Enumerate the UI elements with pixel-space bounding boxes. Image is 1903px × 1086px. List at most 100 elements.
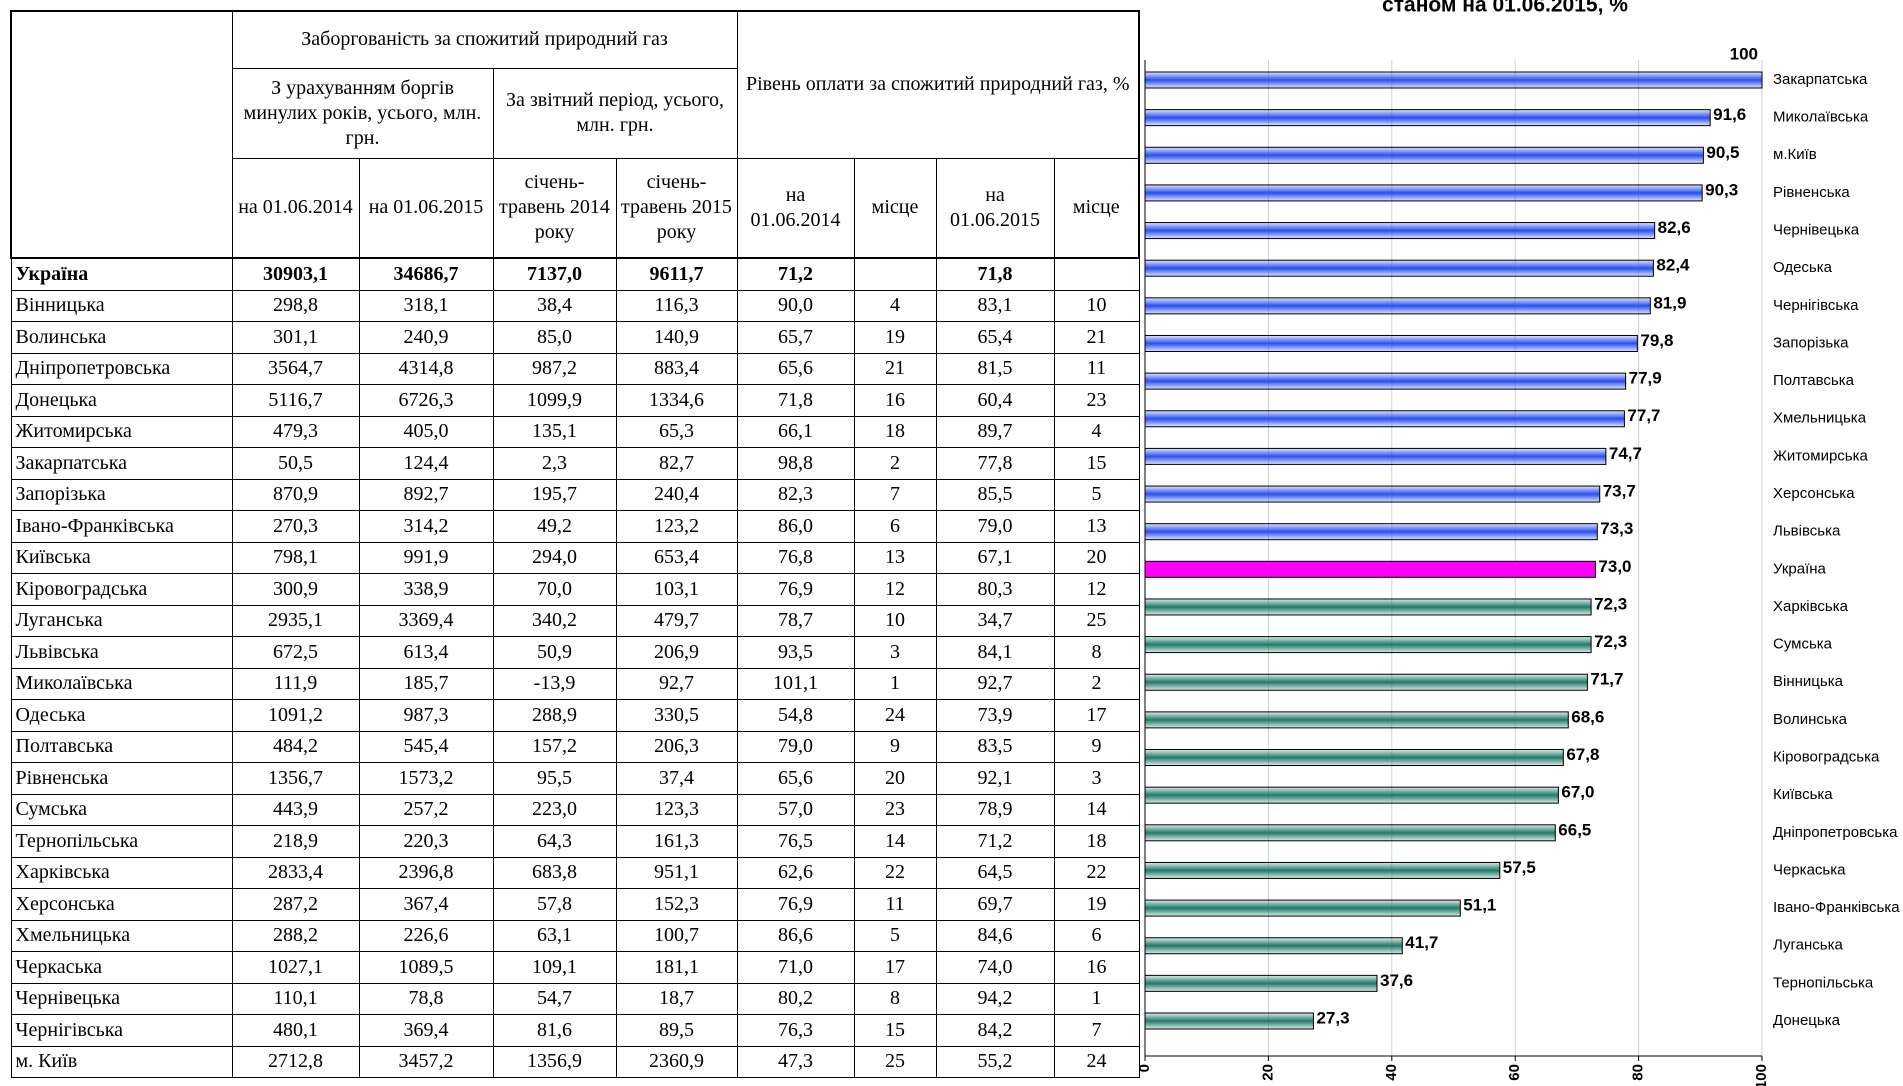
cell: 12 (1053, 573, 1140, 606)
category-label: Запорізька (1773, 334, 1849, 351)
value-label: 90,3 (1705, 180, 1738, 199)
cell: 318,1 (358, 289, 494, 322)
row: Чернігівська 480,1 369,4 81,6 89,5 76,3 15 84,2… (10, 1014, 1140, 1047)
row: Хмельницька 288,2 226,6 63,1 100,7 86,6 5 84,6 6 (10, 919, 1140, 952)
cell: 123,3 (615, 793, 738, 826)
cell: 60,4 (935, 384, 1055, 417)
category-label: Чернігівська (1773, 297, 1859, 314)
cell: 65,6 (736, 352, 855, 385)
cell: 226,6 (358, 919, 494, 952)
cell: 65,3 (615, 415, 738, 448)
cell: 951,1 (615, 856, 738, 889)
value-label: 27,3 (1316, 1008, 1349, 1027)
cell: 3369,4 (358, 604, 494, 637)
cell: 3 (1053, 762, 1140, 795)
row: Одеська 1091,2 987,3 288,9 330,5 54,8 24 73,9 17 (10, 699, 1140, 732)
subheader: на 01.06.2014 (231, 157, 360, 259)
cell: 672,5 (231, 636, 360, 669)
cell: Сумська (10, 793, 233, 826)
bar (1144, 334, 1638, 352)
category-label: Тернопільська (1773, 974, 1874, 991)
cell: 79,0 (736, 730, 855, 763)
cell: Одеська (10, 699, 233, 732)
cell: 116,3 (615, 289, 738, 322)
cell: Львівська (10, 636, 233, 669)
cell: 16 (853, 384, 937, 417)
bar (1144, 636, 1592, 654)
category-label: Чернівецька (1773, 222, 1860, 239)
cell: 89,7 (935, 415, 1055, 448)
cell: 124,4 (358, 447, 494, 480)
cell: 54,7 (492, 982, 617, 1015)
subheader: на 01.06.2014 (736, 157, 855, 259)
cell: 47,3 (736, 1045, 855, 1078)
row: Вінницька 298,8 318,1 38,4 116,3 90,0 4 83,1 10 (10, 289, 1140, 322)
row: Чернівецька 110,1 78,8 54,7 18,7 80,2 8 94,2 1 (10, 982, 1140, 1015)
x-tick-label: 20 (1259, 1064, 1276, 1081)
cell: Кіровоградська (10, 573, 233, 606)
cell: Миколаївська (10, 667, 233, 700)
row: Полтавська 484,2 545,4 157,2 206,3 79,0 9 83,5 9 (10, 730, 1140, 763)
cell: 89,5 (615, 1014, 738, 1047)
bar (1144, 1012, 1314, 1030)
cell: 4 (1053, 415, 1140, 448)
cell: 9 (1053, 730, 1140, 763)
value-label: 82,4 (1656, 256, 1690, 275)
cell: 1334,6 (615, 384, 738, 417)
cell (853, 257, 937, 291)
cell: 11 (1053, 352, 1140, 385)
cell: 367,4 (358, 888, 494, 921)
cell: 71,8 (935, 257, 1055, 291)
cell: Черкаська (10, 951, 233, 984)
cell: 95,5 (492, 762, 617, 795)
cell: 71,0 (736, 951, 855, 984)
cell: Полтавська (10, 730, 233, 763)
cell: 270,3 (231, 510, 360, 543)
category-label: Закарпатська (1773, 71, 1868, 88)
header: З урахуванням боргів минулих років, усьо… (231, 67, 494, 159)
cell: 1089,5 (358, 951, 494, 984)
header: Заборгованість за спожитий природний газ (231, 10, 738, 69)
cell: 218,9 (231, 825, 360, 858)
category-label: Житомирська (1773, 447, 1869, 464)
cell: 11 (853, 888, 937, 921)
cell: 86,0 (736, 510, 855, 543)
cell: 294,0 (492, 541, 617, 574)
cell: 57,8 (492, 888, 617, 921)
cell: 23 (853, 793, 937, 826)
cell: 80,2 (736, 982, 855, 1015)
cell: 3564,7 (231, 352, 360, 385)
cell: -13,9 (492, 667, 617, 700)
row: м. Київ 2712,8 3457,2 1356,9 2360,9 47,3 25 55,… (10, 1045, 1140, 1078)
cell: 206,9 (615, 636, 738, 669)
bar (1144, 184, 1703, 202)
subheader: на 01.06.2015 (358, 157, 494, 259)
bar (1144, 109, 1711, 127)
cell: 20 (853, 762, 937, 795)
cell: Волинська (10, 321, 233, 354)
cell: 206,3 (615, 730, 738, 763)
row: Житомирська 479,3 405,0 135,1 65,3 66,1 18 89,7… (10, 415, 1140, 448)
category-label: Кіровоградська (1773, 748, 1880, 765)
row: Волинська 301,1 240,9 85,0 140,9 65,7 19 65,4 21 (10, 321, 1140, 354)
cell: 405,0 (358, 415, 494, 448)
row: Івано-Франківська 270,3 314,2 49,2 123,2 86,0… (10, 510, 1140, 543)
cell: 14 (853, 825, 937, 858)
cell: Київська (10, 541, 233, 574)
cell: 480,1 (231, 1014, 360, 1047)
cell: 81,6 (492, 1014, 617, 1047)
cell: 64,5 (935, 856, 1055, 889)
category-label: Черкаська (1773, 861, 1846, 878)
cell: 78,7 (736, 604, 855, 637)
cell: 50,9 (492, 636, 617, 669)
cell: 798,1 (231, 541, 360, 574)
cell: 340,2 (492, 604, 617, 637)
bar (1144, 786, 1559, 804)
cell: 298,8 (231, 289, 360, 322)
cell: 12 (853, 573, 937, 606)
cell: Херсонська (10, 888, 233, 921)
data-table: Заборгованість за спожитий природний газ… (10, 10, 1140, 1078)
cell: 479,7 (615, 604, 738, 637)
